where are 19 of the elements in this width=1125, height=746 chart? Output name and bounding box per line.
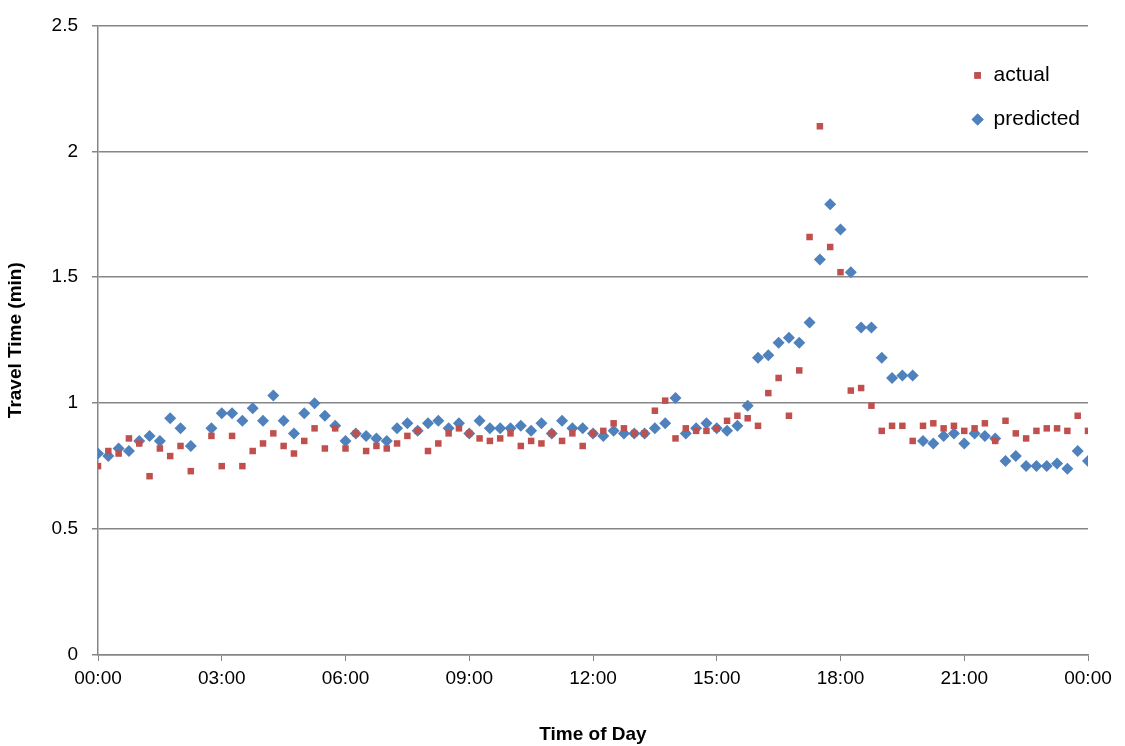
x-axis-title: Time of Day	[539, 722, 648, 744]
y-tick-label: 0	[67, 643, 78, 665]
y-tick-label: 2.5	[51, 13, 78, 35]
y-axis-title: Travel Time (min)	[3, 262, 25, 419]
legend-label: predicted	[993, 106, 1080, 130]
y-tick-label: 1.5	[51, 265, 78, 287]
x-tick-label: 18:00	[816, 666, 865, 688]
y-tick-label: 2	[67, 139, 78, 161]
x-tick-label: 21:00	[940, 666, 989, 688]
x-tick-label: 12:00	[569, 666, 617, 688]
x-tick-label: 00:00	[74, 666, 122, 688]
x-tick-label: 06:00	[321, 666, 370, 688]
x-tick-label: 00:00	[1064, 666, 1112, 688]
y-tick-label: 0.5	[51, 517, 78, 539]
y-tick-label: 1	[67, 391, 78, 413]
x-tick-label: 03:00	[197, 666, 246, 688]
legend-label: actual	[993, 62, 1050, 86]
x-tick-label: 09:00	[445, 666, 494, 688]
x-tick-label: 15:00	[692, 666, 741, 688]
